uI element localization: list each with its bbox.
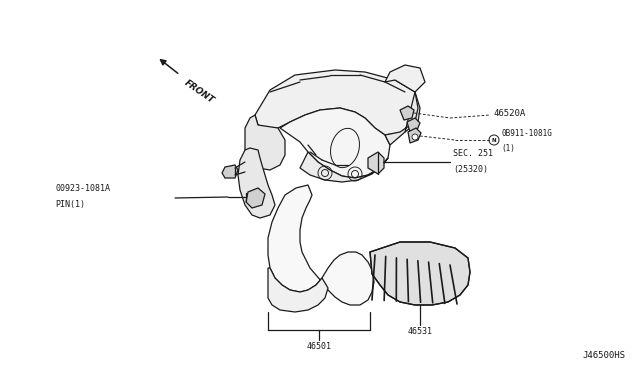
Polygon shape	[238, 148, 275, 218]
Text: (1): (1)	[501, 144, 515, 153]
Polygon shape	[400, 106, 414, 120]
Text: FRONT: FRONT	[183, 78, 216, 105]
Text: N: N	[492, 138, 496, 142]
Text: 46520A: 46520A	[493, 109, 525, 118]
Polygon shape	[280, 108, 390, 178]
Polygon shape	[368, 152, 384, 174]
Text: 46531: 46531	[408, 327, 433, 336]
Polygon shape	[222, 165, 238, 178]
Polygon shape	[300, 152, 388, 182]
Circle shape	[412, 134, 418, 140]
Polygon shape	[408, 128, 421, 143]
Polygon shape	[245, 115, 285, 170]
Polygon shape	[268, 268, 328, 312]
Text: 0B911-1081G: 0B911-1081G	[501, 129, 552, 138]
Text: SEC. 251: SEC. 251	[453, 149, 493, 158]
Text: J46500HS: J46500HS	[582, 351, 625, 360]
Polygon shape	[407, 118, 420, 132]
Polygon shape	[268, 185, 374, 305]
Polygon shape	[246, 188, 265, 208]
Polygon shape	[370, 242, 470, 305]
Text: (25320): (25320)	[453, 165, 488, 174]
Text: 46501: 46501	[307, 342, 332, 351]
Text: 00923-1081A: 00923-1081A	[55, 184, 110, 193]
Polygon shape	[385, 92, 418, 145]
Polygon shape	[255, 70, 420, 135]
Polygon shape	[385, 65, 425, 92]
Text: PIN(1): PIN(1)	[55, 200, 85, 209]
